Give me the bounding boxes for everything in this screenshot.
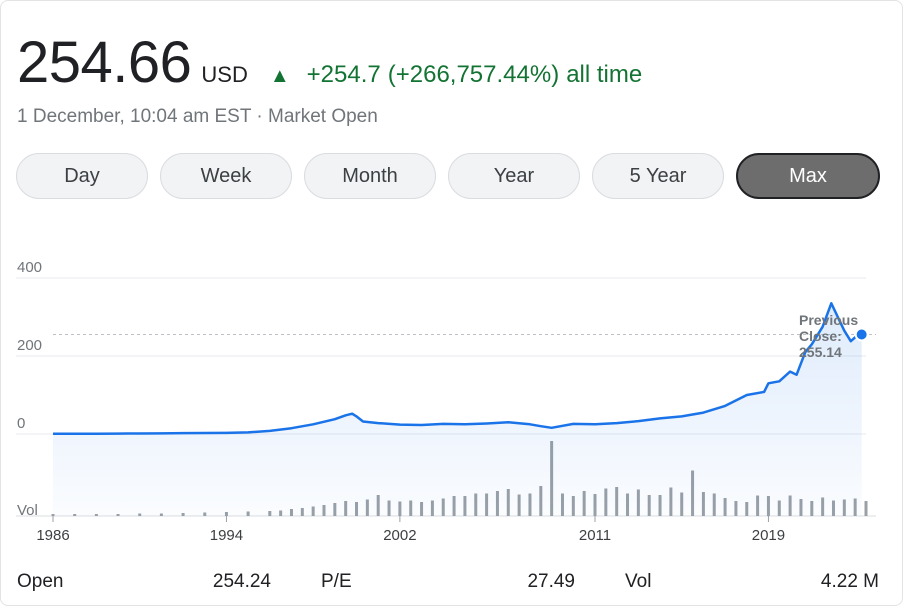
stat-vol-label: Vol (625, 571, 652, 592)
current-price: 254.66 (17, 30, 192, 95)
previous-close-label: 255.14 (799, 344, 842, 360)
stats-row: Open 254.24 P/E 27.49 Vol 4.22 M (17, 571, 881, 595)
currency-label: USD (201, 62, 248, 87)
x-tick-label: 2019 (752, 527, 785, 544)
tab-max[interactable]: Max (736, 153, 880, 199)
volume-label: Vol (17, 502, 38, 519)
stat-vol-value: 4.22 M (820, 571, 879, 592)
price-change: ▲ +254.7 (+266,757.44%) all time (270, 61, 642, 89)
tab-day[interactable]: Day (16, 153, 148, 199)
change-period: all time (566, 61, 643, 88)
tab-year[interactable]: Year (448, 153, 580, 199)
last-price-dot (854, 327, 869, 342)
price-row: 254.66 USD ▲ +254.7 (+266,757.44%) all t… (17, 29, 642, 96)
y-tick-label: 0 (17, 415, 25, 432)
tab-5-year[interactable]: 5 Year (592, 153, 724, 199)
stat-open-value: 254.24 (212, 571, 271, 592)
stat-open-label: Open (17, 571, 64, 592)
stat-pe-value: 27.49 (527, 571, 575, 592)
y-tick-label: 200 (17, 337, 42, 354)
price-line (53, 302, 863, 436)
change-percent: (+266,757.44%) (387, 61, 560, 88)
y-tick-label: 400 (17, 259, 42, 276)
up-arrow-icon: ▲ (269, 65, 290, 87)
x-tick-label: 2011 (579, 527, 611, 544)
x-tick-label: 1994 (210, 527, 243, 544)
price-area (53, 303, 862, 516)
x-tick-label: 2002 (383, 527, 416, 544)
stat-pe-label: P/E (321, 571, 352, 592)
previous-close-label: Previous (799, 312, 858, 328)
range-tabs: Day Week Month Year 5 Year Max (16, 153, 880, 199)
x-tick-label: 1986 (36, 527, 69, 544)
change-absolute: +254.7 (306, 61, 381, 88)
market-timestamp: 1 December, 10:04 am EST · Market Open (17, 106, 378, 127)
tab-month[interactable]: Month (304, 153, 436, 199)
tab-week[interactable]: Week (160, 153, 292, 199)
previous-close-label: Close: (799, 328, 842, 344)
volume-bar (864, 501, 868, 516)
